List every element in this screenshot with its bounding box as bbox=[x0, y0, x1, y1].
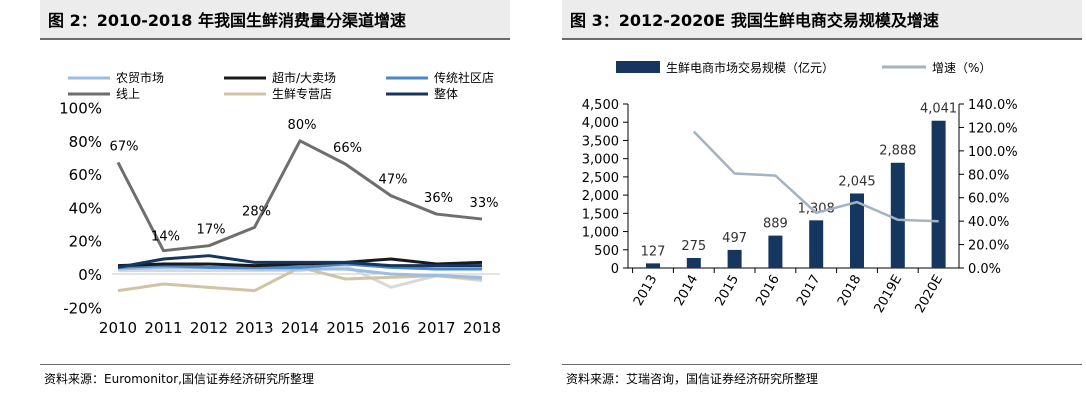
x-tick-label: 2016 bbox=[372, 319, 410, 337]
y-tick-label: 4,000 bbox=[582, 116, 619, 131]
y2-tick-label: 20.0% bbox=[968, 239, 1009, 254]
right-source-rule bbox=[562, 364, 1082, 365]
bar bbox=[931, 120, 946, 268]
x-tick-label: 2014 bbox=[281, 319, 319, 337]
data-label: 33% bbox=[470, 196, 499, 211]
y-tick-label: -20% bbox=[63, 299, 102, 317]
x-tick-label: 2011 bbox=[144, 319, 182, 337]
x-tick-label: 2010 bbox=[99, 319, 137, 337]
y2-tick-label: 120.0% bbox=[968, 121, 1018, 136]
y-tick-label: 500 bbox=[594, 244, 619, 259]
y-tick-label: 80% bbox=[69, 133, 102, 151]
y-tick-label: 3,000 bbox=[582, 153, 619, 168]
right-bar-line-chart: 生鲜电商市场交易规模（亿元） 增速（%） 0 500 1,000 1,500 2,000 2,… bbox=[582, 60, 1018, 316]
data-label: 66% bbox=[333, 141, 362, 156]
y2-tick-label: 140.0% bbox=[968, 98, 1018, 113]
right-title-rule bbox=[562, 38, 1082, 40]
left-source-note: 资料来源：Euromonitor,国信证券经济研究所整理 bbox=[44, 372, 314, 386]
legend-label-6: 整体 bbox=[434, 86, 458, 101]
right-source-note: 资料来源：艾瑞咨询，国信证券经济研究所整理 bbox=[566, 372, 819, 386]
right-figure-title-bar: 图 3：2012-2020E 我国生鲜电商交易规模及增速 bbox=[562, 0, 1082, 38]
x-tick-label: 2020E bbox=[912, 273, 946, 316]
growth-line bbox=[692, 130, 939, 223]
bar bbox=[850, 193, 864, 268]
bar bbox=[890, 162, 905, 268]
left-figure-title-bar: 图 2：2010-2018 年我国生鲜消费量分渠道增速 bbox=[40, 0, 510, 38]
x-tick-label: 2012 bbox=[190, 319, 228, 337]
x-tick-label: 2013 bbox=[235, 319, 273, 337]
bar-value-label: 4,041 bbox=[920, 102, 957, 117]
data-label: 14% bbox=[151, 230, 180, 245]
y-tick-label: 40% bbox=[69, 199, 102, 217]
legend-swatch-bar bbox=[616, 61, 660, 73]
left-figure-panel: 图 2：2010-2018 年我国生鲜消费量分渠道增速 农贸市场 超市/大卖场 传统… bbox=[0, 0, 530, 416]
y-tick-label: 4,500 bbox=[582, 98, 619, 113]
x-tick-label: 2019E bbox=[872, 273, 906, 316]
right-figure-panel: 图 3：2012-2020E 我国生鲜电商交易规模及增速 生鲜电商市场交易规模（… bbox=[556, 0, 1086, 416]
y-tick-label: 60% bbox=[69, 166, 102, 184]
x-tick-label: 2016 bbox=[753, 273, 783, 309]
bar-value-label: 497 bbox=[722, 231, 747, 246]
y2-tick-label: 60.0% bbox=[968, 192, 1009, 207]
legend-label-1: 农贸市场 bbox=[116, 70, 164, 85]
x-tick-label: 2015 bbox=[326, 319, 364, 337]
right-figure-title: 图 3：2012-2020E 我国生鲜电商交易规模及增速 bbox=[570, 11, 939, 30]
y-tick-label: 3,500 bbox=[582, 134, 619, 149]
y-tick-label: 0% bbox=[78, 266, 102, 284]
bar bbox=[809, 220, 824, 268]
legend-label-4: 线上 bbox=[116, 87, 140, 101]
x-tick-label: 2015 bbox=[713, 273, 743, 309]
bar bbox=[727, 249, 742, 268]
bar-value-label: 889 bbox=[763, 217, 788, 232]
bar bbox=[768, 235, 783, 268]
data-label: 28% bbox=[242, 204, 271, 219]
bar-value-label: 275 bbox=[681, 239, 706, 254]
extra-series-line-1 bbox=[118, 264, 483, 289]
data-label: 67% bbox=[110, 139, 139, 154]
y-tick-label: 20% bbox=[69, 233, 102, 251]
data-label: 17% bbox=[197, 223, 226, 238]
series-line-6 bbox=[117, 254, 482, 269]
x-tick-label: 2018 bbox=[835, 273, 865, 309]
bar-value-label: 2,045 bbox=[838, 174, 875, 189]
legend-label-5: 生鲜专营店 bbox=[272, 86, 332, 101]
data-label: 80% bbox=[288, 118, 317, 133]
y-tick-label: 1,000 bbox=[582, 226, 619, 241]
y-tick-label: 2,500 bbox=[582, 171, 619, 186]
y2-tick-label: 0.0% bbox=[968, 262, 1001, 277]
x-tick-label: 2018 bbox=[463, 319, 501, 337]
legend-label-bar: 生鲜电商市场交易规模（亿元） bbox=[666, 60, 834, 75]
left-figure-title: 图 2：2010-2018 年我国生鲜消费量分渠道增速 bbox=[48, 11, 406, 30]
x-tick-label: 2013 bbox=[631, 273, 661, 309]
series-line-2 bbox=[117, 257, 483, 268]
series-line-3 bbox=[117, 262, 482, 271]
data-label: 47% bbox=[379, 173, 408, 188]
bar-value-label: 127 bbox=[641, 244, 666, 259]
y-tick-label: 2,000 bbox=[582, 189, 619, 204]
x-tick-label: 2014 bbox=[672, 273, 702, 309]
bar bbox=[686, 257, 701, 268]
x-tick-label: 2017 bbox=[417, 319, 455, 337]
y2-tick-label: 80.0% bbox=[968, 168, 1009, 183]
data-label: 36% bbox=[424, 191, 453, 206]
y-tick-label: 0 bbox=[611, 262, 619, 277]
legend-label-line: 增速（%） bbox=[932, 61, 991, 75]
series-line-4 bbox=[116, 139, 483, 253]
legend-label-2: 超市/大卖场 bbox=[272, 70, 336, 85]
y-tick-label: 1,500 bbox=[582, 207, 619, 222]
y-tick-label: 100% bbox=[59, 100, 102, 118]
bar bbox=[646, 263, 660, 268]
x-tick-label: 2017 bbox=[794, 273, 824, 309]
left-source-rule bbox=[40, 364, 510, 365]
legend-label-3: 传统社区店 bbox=[434, 70, 494, 85]
left-title-rule bbox=[40, 38, 510, 40]
bar-value-label: 2,888 bbox=[879, 144, 916, 159]
y2-tick-label: 40.0% bbox=[968, 215, 1009, 230]
y2-tick-label: 100.0% bbox=[968, 145, 1018, 160]
